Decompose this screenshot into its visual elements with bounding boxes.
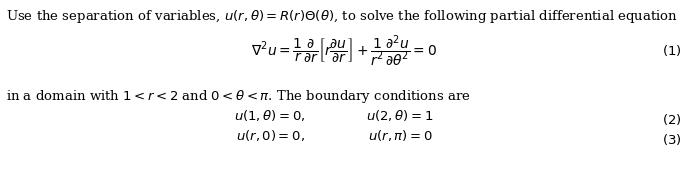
Text: $u(r, \pi) = 0$: $u(r, \pi) = 0$	[367, 128, 432, 143]
Text: $(1)$: $(1)$	[663, 42, 682, 57]
Text: $\nabla^2 u = \dfrac{1}{r}\dfrac{\partial}{\partial r}\left[r\dfrac{\partial u}{: $\nabla^2 u = \dfrac{1}{r}\dfrac{\partia…	[251, 33, 437, 68]
Text: $u(1, \theta) = 0,$: $u(1, \theta) = 0,$	[234, 108, 306, 123]
Text: $u(2, \theta) = 1$: $u(2, \theta) = 1$	[366, 108, 434, 123]
Text: Use the separation of variables, $u(r, \theta) = R(r)\Theta(\theta)$, to solve t: Use the separation of variables, $u(r, \…	[6, 8, 678, 25]
Text: $(2)$: $(2)$	[663, 112, 682, 127]
Text: $(3)$: $(3)$	[663, 132, 682, 147]
Text: in a domain with $1 < r < 2$ and $0 < \theta < \pi$. The boundary conditions are: in a domain with $1 < r < 2$ and $0 < \t…	[6, 88, 471, 105]
Text: $u(r, 0) = 0,$: $u(r, 0) = 0,$	[235, 128, 305, 143]
